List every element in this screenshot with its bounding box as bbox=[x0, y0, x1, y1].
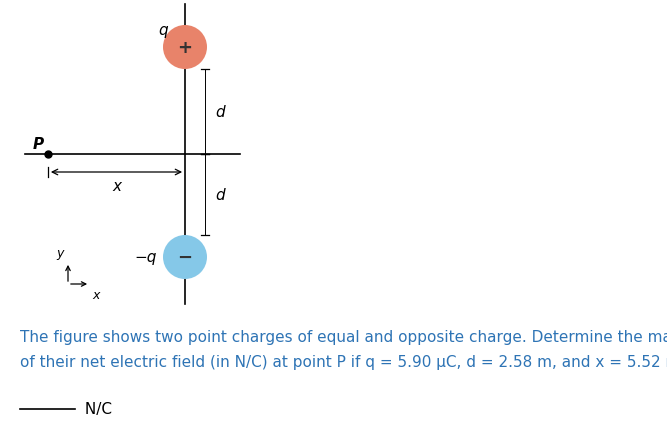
Text: y: y bbox=[56, 247, 63, 260]
Text: q: q bbox=[158, 23, 168, 37]
Text: −: − bbox=[177, 248, 193, 266]
Circle shape bbox=[163, 236, 207, 279]
Text: x: x bbox=[92, 288, 99, 301]
Text: The figure shows two point charges of equal and opposite charge. Determine the m: The figure shows two point charges of eq… bbox=[20, 329, 667, 344]
Text: +: + bbox=[177, 39, 193, 57]
Text: P: P bbox=[33, 137, 43, 152]
Text: −q: −q bbox=[135, 250, 157, 265]
Text: N/C: N/C bbox=[80, 401, 112, 417]
Text: d: d bbox=[215, 187, 225, 203]
Text: x: x bbox=[112, 179, 121, 194]
Text: of their net electric field (in N/C) at point P if q = 5.90 μC, d = 2.58 m, and : of their net electric field (in N/C) at … bbox=[20, 354, 667, 369]
Circle shape bbox=[163, 26, 207, 70]
Text: d: d bbox=[215, 105, 225, 120]
